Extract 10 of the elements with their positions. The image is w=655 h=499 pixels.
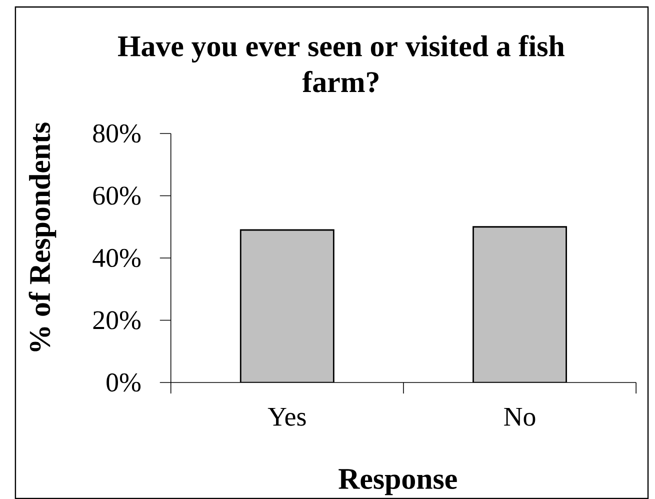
y-axis-title: % of Respondents	[28, 122, 56, 352]
y-tick-label: 20%	[93, 311, 141, 330]
y-tick-label: 80%	[93, 124, 141, 143]
y-tick-label: 0%	[106, 373, 141, 392]
chart-title: Have you ever seen or visited a fish farm?	[118, 35, 564, 92]
y-tick-label: 60%	[93, 186, 141, 205]
x-tick-label: No	[504, 408, 536, 426]
x-tick-label: Yes	[268, 408, 306, 426]
y-tick-label: 40%	[92, 248, 141, 268]
x-axis-title: Response	[338, 469, 457, 496]
